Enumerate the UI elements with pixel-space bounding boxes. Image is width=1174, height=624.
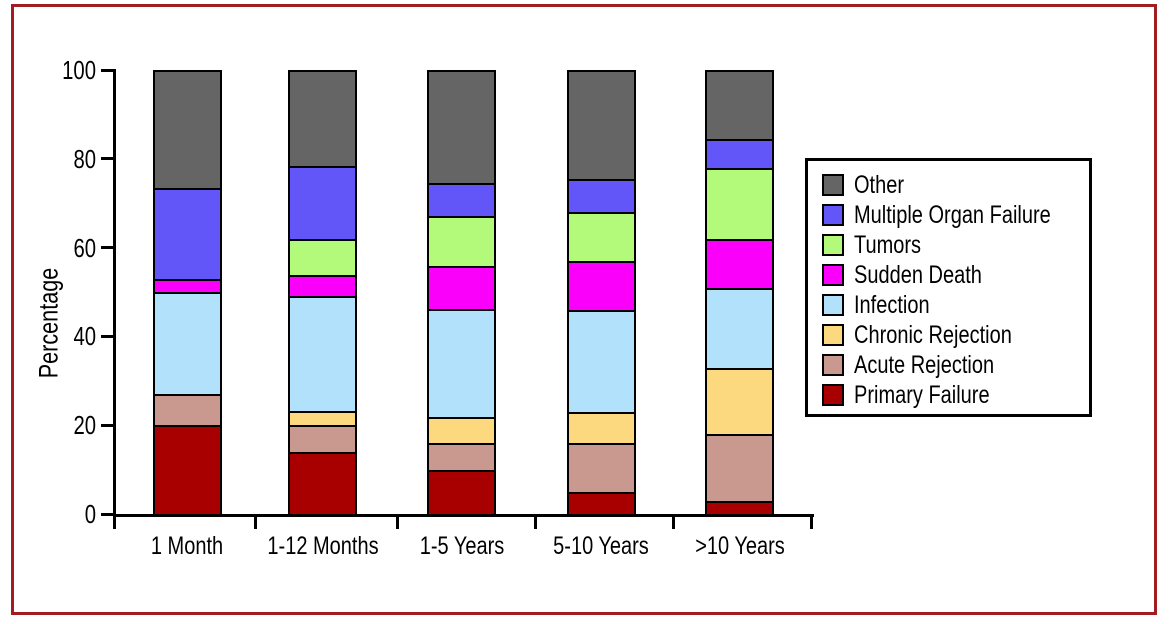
bar-segment — [705, 70, 774, 141]
bar-segment — [288, 412, 357, 427]
x-axis-tick — [809, 517, 813, 529]
bar-segment — [567, 261, 636, 312]
legend-swatch — [822, 234, 844, 256]
legend-label: Infection — [854, 291, 930, 319]
legend-label: Acute Rejection — [854, 351, 995, 379]
bar-segment — [705, 367, 774, 436]
bar-segment — [705, 434, 774, 503]
bar-segment — [567, 310, 636, 414]
legend-item: Chronic Rejection — [822, 320, 1089, 350]
y-axis-tick — [101, 157, 113, 161]
bar-segment — [153, 70, 222, 190]
bar-segment — [567, 412, 636, 445]
legend-item: Tumors — [822, 230, 1089, 260]
bar-segment — [153, 292, 222, 396]
bar-segment — [288, 296, 357, 413]
y-tick-label: 80 — [73, 143, 96, 174]
legend-swatch — [822, 264, 844, 286]
bar-segment — [427, 416, 496, 445]
x-category-label: 5-10 Years — [553, 532, 649, 560]
bar-segment — [427, 310, 496, 419]
bar-segment — [567, 443, 636, 494]
y-axis-tick — [101, 512, 113, 516]
bar-segment — [288, 168, 357, 241]
bar-segment — [427, 443, 496, 472]
legend-label: Primary Failure — [854, 381, 990, 409]
legend-item: Sudden Death — [822, 260, 1089, 290]
legend-label: Other — [854, 171, 905, 199]
legend-swatch — [822, 204, 844, 226]
x-axis-tick — [671, 517, 675, 529]
legend-item: Other — [822, 170, 1089, 200]
x-axis-tick — [533, 517, 537, 529]
y-tick-label: 20 — [73, 410, 96, 441]
bar-segment — [427, 265, 496, 311]
legend-swatch — [822, 174, 844, 196]
legend-swatch — [822, 294, 844, 316]
y-axis-tick — [101, 246, 113, 250]
x-category-label: 1 Month — [150, 532, 224, 560]
legend-label: Multiple Organ Failure — [854, 201, 1051, 229]
x-axis-tick — [395, 517, 399, 529]
bar-segment — [427, 70, 496, 185]
legend-label: Chronic Rejection — [854, 321, 1012, 349]
bar-segment — [567, 492, 636, 516]
y-tick-label: 60 — [73, 232, 96, 263]
y-axis-line — [113, 69, 116, 517]
bar-segment — [288, 239, 357, 277]
x-axis-tick — [112, 517, 116, 529]
x-category-label: >10 Years — [695, 532, 785, 560]
bar-segment — [153, 190, 222, 281]
bar-segment — [705, 501, 774, 516]
x-axis-tick — [253, 517, 257, 529]
legend-swatch — [822, 324, 844, 346]
bar-segment — [427, 185, 496, 218]
bar-segment — [705, 141, 774, 170]
bar-segment — [288, 70, 357, 168]
bar-segment — [153, 394, 222, 427]
bar-segment — [705, 239, 774, 290]
legend: Other Multiple Organ Failure Tumors Sudden … — [805, 158, 1092, 417]
y-tick-label: 100 — [62, 55, 96, 85]
bar-segment — [288, 452, 357, 516]
bar-segment — [567, 212, 636, 263]
y-axis-tick — [101, 68, 113, 72]
x-category-label: 1-5 Years — [419, 532, 505, 560]
bar-segment — [705, 168, 774, 241]
bar-segment — [567, 70, 636, 181]
legend-item: Primary Failure — [822, 380, 1089, 410]
legend-swatch — [822, 354, 844, 376]
legend-label: Tumors — [854, 231, 922, 259]
legend-item: Multiple Organ Failure — [822, 200, 1089, 230]
bar-segment — [288, 274, 357, 298]
bar-segment — [567, 181, 636, 214]
bar-segment — [427, 470, 496, 516]
legend-label: Sudden Death — [854, 261, 982, 289]
legend-item: Acute Rejection — [822, 350, 1089, 380]
bar-segment — [705, 288, 774, 370]
bar-segment — [288, 425, 357, 454]
y-tick-label: 0 — [84, 499, 96, 529]
bar-segment — [153, 279, 222, 294]
legend-swatch — [822, 384, 844, 406]
y-axis-tick — [101, 334, 113, 338]
y-axis-tick — [101, 423, 113, 427]
bar-segment — [427, 217, 496, 268]
legend-item: Infection — [822, 290, 1089, 320]
bar-segment — [153, 425, 222, 516]
x-category-label: 1-12 Months — [267, 532, 379, 560]
y-tick-label: 40 — [73, 321, 96, 352]
